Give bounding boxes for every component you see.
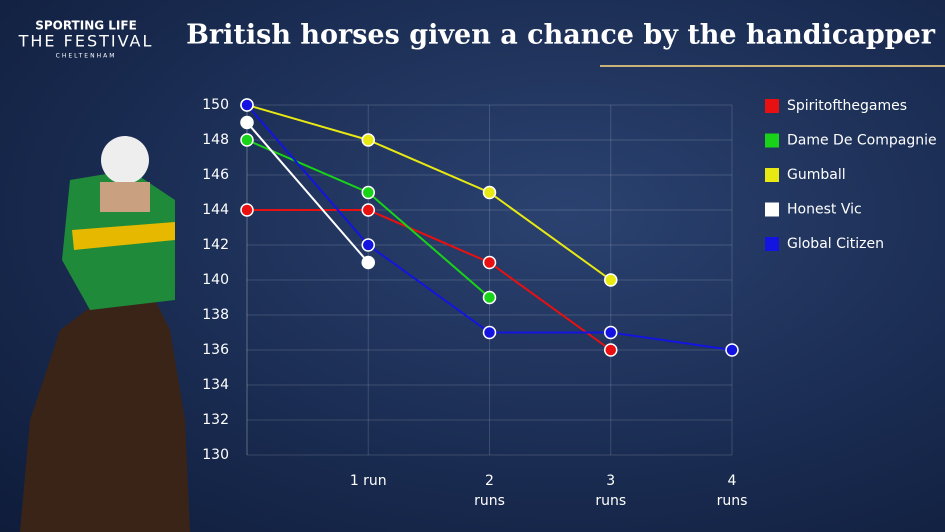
data-point [361,185,375,200]
legend-label: Honest Vic [787,202,862,218]
x-tick-label: 1 run [349,473,387,489]
data-point [361,133,375,147]
y-tick-label: 140 [202,272,229,288]
legend-label: Dame De Compagnie [787,133,937,149]
y-tick-label: 146 [202,167,229,183]
legend-swatch [765,99,779,113]
y-tick-label: 148 [202,132,229,148]
data-point [482,255,497,270]
brand-name: SPORTING LIFE [35,19,137,33]
data-point [482,185,497,200]
data-point [240,203,254,217]
data-point [604,343,618,357]
chart-title: British horses given a chance by the han… [186,20,936,51]
legend-swatch [765,133,779,148]
y-tick-label: 138 [202,307,229,323]
x-tick-label: 3 runs [595,473,627,509]
y-tick-label: 130 [202,447,229,463]
legend-label: Gumball [787,167,846,183]
y-tick-label: 134 [202,377,229,393]
y-tick-label: 136 [202,342,229,358]
data-point [240,133,254,147]
y-tick-label: 150 [202,97,229,113]
legend-label: Global Citizen [787,236,884,252]
legend-swatch [765,202,779,217]
data-point [361,203,375,217]
y-tick-label: 132 [202,412,229,428]
data-point [240,115,254,130]
y-tick-label: 142 [202,237,229,253]
data-point [361,255,375,270]
data-point [604,325,618,340]
brand-venue: CHELTENHAM [56,53,117,60]
brand-event: THE FESTIVAL [18,32,154,51]
series-line [246,121,370,264]
series-line [247,209,612,351]
data-point [725,343,739,357]
y-tick-label: 144 [202,202,229,218]
x-tick-label: 4 runs [716,473,748,509]
jockey-photo [20,136,190,532]
legend-swatch [765,237,779,251]
data-point [482,325,497,340]
data-point [240,98,254,112]
legend-swatch [765,168,779,182]
data-point [604,273,618,287]
series-line [246,104,612,281]
legend-label: Spiritofthegames [787,98,907,114]
data-point [361,238,375,252]
data-point [482,290,497,305]
x-tick-label: 2 runs [474,473,505,509]
